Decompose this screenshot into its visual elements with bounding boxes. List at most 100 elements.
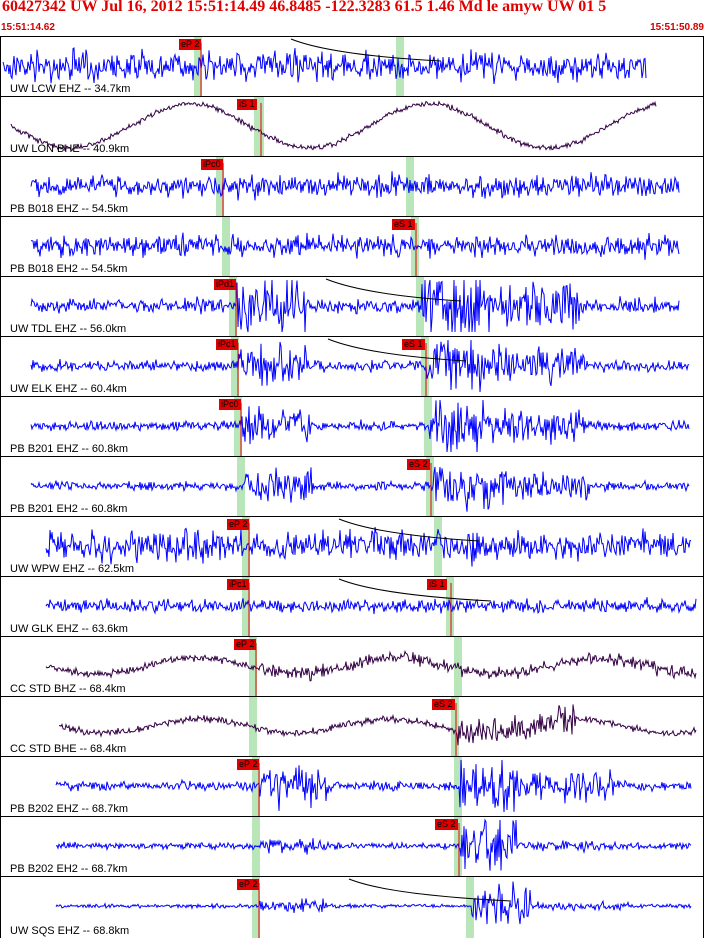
seismogram-trace [45,517,692,576]
seismogram-trace [30,217,680,276]
s-window [421,337,429,396]
seismogram-trace [2,37,647,96]
waveform-line [55,759,692,813]
moveout-curve [325,278,462,302]
time-end-label: 15:51:50.89 [650,22,704,33]
waveform-line [30,279,680,333]
p-pick-label[interactable]: iPc0 [219,399,241,410]
station-label: PB B201 EHZ -- 60.8km [10,443,128,455]
station-label: UW LCW EHZ -- 34.7km [10,83,131,95]
seismogram-trace [30,157,680,216]
trace-panel[interactable]: eS 2 PB B201 EH2 -- 60.8km [0,456,704,516]
waveform-line [55,818,692,871]
moveout-curve [338,578,492,602]
station-label: PB B018 EH2 -- 54.5km [10,263,128,275]
p-window [242,517,250,576]
s-window [434,517,442,576]
seismogram-trace [10,97,657,156]
event-header: 60427342 UW Jul 16, 2012 15:51:14.49 46.… [0,0,706,21]
moveout-curve [290,38,442,62]
station-label: CC STD BHZ -- 68.4km [10,683,126,695]
trace-panel[interactable]: iPc0 PB B018 EHZ -- 54.5km [0,156,704,216]
trace-panel[interactable]: iPc1 iS 1 UW GLK EHZ -- 63.6km [0,576,704,636]
s-pick-label[interactable]: eS 1 [392,219,415,230]
seismogram-trace [45,577,697,636]
seismogram-trace [45,637,697,696]
station-label: UW SQS EHZ -- 68.8km [10,925,130,937]
s-pick-label[interactable]: eS 1 [402,339,425,350]
station-label: PB B201 EH2 -- 60.8km [10,503,128,515]
s-pick-label[interactable]: eS 2 [407,459,430,470]
waveform-line [10,100,657,152]
seismogram-trace [55,877,692,938]
p-pick-label[interactable]: eP 2 [227,519,250,530]
waveform-line [30,232,680,260]
s-window [454,757,462,816]
s-pick-label[interactable]: eS 2 [435,819,458,830]
event-title: 60427342 UW Jul 16, 2012 15:51:14.49 46.… [2,0,607,15]
trace-panel[interactable]: eP 2 UW SQS EHZ -- 68.8km [0,876,704,938]
waveform-line [45,597,697,615]
p-pick-label[interactable]: iPc0 [201,159,223,170]
seismogram-trace [55,757,692,816]
s-pick-label[interactable]: eS 2 [432,699,455,710]
p-pick-label[interactable]: eP 2 [234,639,257,650]
trace-panel[interactable]: eP 2 CC STD BHZ -- 68.4km [0,636,704,696]
s-pick-label[interactable]: iS 1 [237,99,257,110]
p-window [242,577,250,636]
trace-panel[interactable]: iS 1 UW LON BHE -- 40.9km [0,96,704,156]
seismogram-panels: eP 2 UW LCW EHZ -- 34.7km iS 1 UW LON BHE -… [0,36,706,938]
trace-panel[interactable]: eS 2 PB B202 EH2 -- 68.7km [0,816,704,876]
trace-panel[interactable]: eS 2 CC STD BHE -- 68.4km [0,696,704,756]
s-window [454,817,462,876]
p-pick-label[interactable]: iPc1 [216,339,238,350]
trace-panel[interactable]: iPd1 UW TDL EHZ -- 56.0km [0,276,704,336]
seismogram-trace [30,457,690,516]
station-label: PB B202 EH2 -- 68.7km [10,863,128,875]
seismogram-trace [30,337,690,396]
trace-panel[interactable]: eP 2 UW LCW EHZ -- 34.7km [0,36,704,96]
p-pick-label[interactable]: iPc1 [227,579,249,590]
station-label: UW GLK EHZ -- 63.6km [10,623,128,635]
waveform-line [45,526,692,567]
moveout-curve [327,338,467,362]
s-window [466,877,474,938]
trace-panel[interactable]: eS 1 PB B018 EH2 -- 54.5km [0,216,704,276]
p-window [252,877,260,938]
station-label: UW LON BHE -- 40.9km [10,143,130,155]
waveform-line [30,339,690,393]
trace-panel[interactable]: iPc1 eS 1 UW ELK EHZ -- 60.4km [0,336,704,396]
station-label: UW TDL EHZ -- 56.0km [10,323,127,335]
s-window [256,97,264,156]
p-pick-label[interactable]: eP 2 [237,759,260,770]
station-label: PB B018 EHZ -- 54.5km [10,203,128,215]
seismogram-trace [58,697,697,756]
seismogram-trace [30,277,680,336]
seismogram-trace [55,817,692,876]
waveform-line [30,466,690,512]
trace-panel[interactable]: iPc0 PB B201 EHZ -- 60.8km [0,396,704,456]
waveform-line [58,704,697,746]
p-window [231,337,239,396]
station-label: UW WPW EHZ -- 62.5km [10,563,135,575]
p-pick-label[interactable]: eP 2 [237,879,260,890]
s-window [451,697,459,756]
waveform-line [55,881,692,925]
s-window [396,37,404,96]
p-window [216,157,224,216]
waveform-line [45,650,697,682]
p-pick-label[interactable]: eP 2 [179,39,202,50]
trace-panel[interactable]: eP 2 UW WPW EHZ -- 62.5km [0,516,704,576]
p-window [222,217,230,276]
s-pick-label[interactable]: iS 1 [427,579,447,590]
trace-panel[interactable]: eP 2 PB B202 EHZ -- 68.7km [0,756,704,816]
waveform-line [30,399,690,453]
moveout-curve [338,518,480,542]
s-window [454,637,462,696]
p-window [249,637,257,696]
station-label: UW ELK EHZ -- 60.4km [10,383,127,395]
moveout-curve [348,878,512,902]
seismogram-trace [30,397,690,456]
station-label: CC STD BHE -- 68.4km [10,743,127,755]
p-pick-label[interactable]: iPd1 [214,279,237,290]
